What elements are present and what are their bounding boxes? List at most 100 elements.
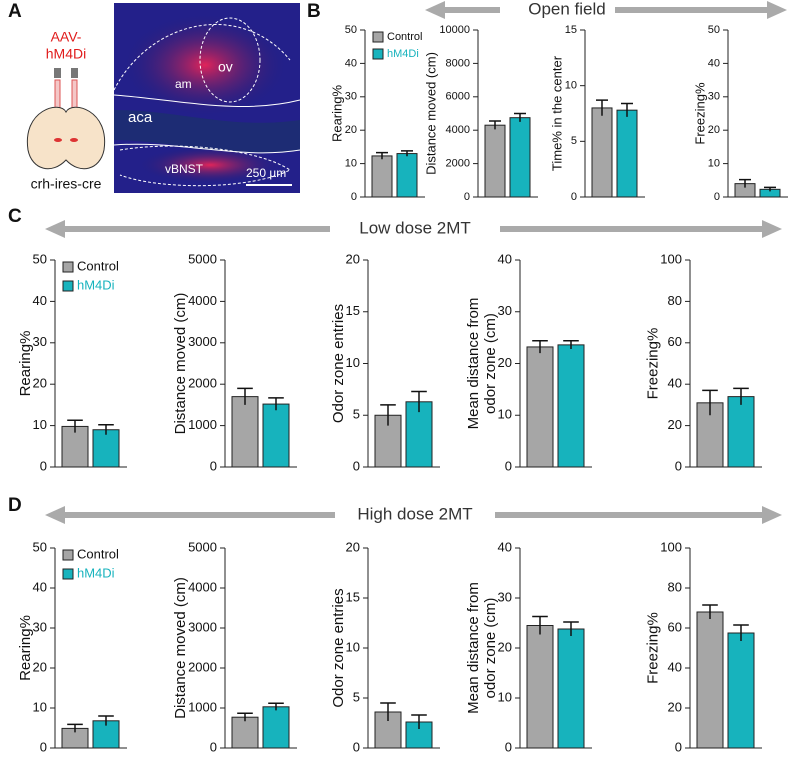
histology-image: [113, 3, 301, 193]
error-bar: [401, 150, 413, 157]
y-tick-label: 5000: [188, 539, 217, 554]
panel-a: A AAV- hM4Di crh-ires-cre am ov aca vBNS…: [8, 1, 301, 193]
y-tick-label: 20: [346, 539, 360, 554]
y-axis-label: Freezing%: [693, 82, 708, 145]
y-tick-label: 20: [668, 417, 682, 432]
y-tick-label: 4000: [446, 124, 470, 136]
y-tick-label: 6000: [446, 91, 470, 103]
y-tick-label: 20: [346, 251, 360, 266]
bar: [727, 632, 755, 749]
bar: [405, 401, 433, 468]
y-tick-label: 4000: [188, 293, 217, 308]
y-tick-label: 10: [708, 158, 720, 170]
y-tick-label: 80: [668, 579, 682, 594]
y-tick-label: 10: [498, 407, 512, 422]
error-bar: [411, 714, 427, 729]
y-tick-label: 0: [675, 458, 682, 473]
bar: [616, 109, 638, 198]
legend-swatch: [372, 31, 384, 43]
y-tick-label: 30: [498, 589, 512, 604]
y-axis-label: Freezing%: [644, 612, 661, 684]
y-tick-label: 20: [33, 376, 47, 391]
virus-label: hM4Di: [46, 46, 86, 62]
y-tick-label: 40: [345, 57, 357, 69]
y-axis-label: Distance moved (cm): [172, 293, 189, 435]
y-tick-label: 40: [33, 293, 47, 308]
y-tick-label: 20: [345, 124, 357, 136]
error-bar: [67, 723, 83, 733]
y-tick-label: 3000: [188, 334, 217, 349]
legend-label: hM4Di: [77, 565, 115, 580]
y-axis-label: Rearing%: [17, 615, 34, 681]
bar: [591, 107, 613, 198]
bar: [231, 396, 259, 468]
y-tick-label: 10: [33, 699, 47, 714]
bar: [61, 425, 89, 468]
bar: [262, 403, 290, 468]
y-tick-label: 20: [498, 639, 512, 654]
error-bar: [411, 390, 427, 413]
bar: [484, 124, 506, 198]
y-tick-label: 8000: [446, 57, 470, 69]
y-axis-label: Odor zone entries: [330, 588, 347, 707]
y-tick-label: 15: [346, 589, 360, 604]
y-tick-label: 10000: [439, 24, 470, 36]
error-bar: [532, 339, 548, 354]
y-tick-label: 0: [351, 191, 357, 203]
y-tick-label: 0: [40, 739, 47, 754]
y-tick-label: 40: [498, 539, 512, 554]
mouse-label: crh-ires-cre: [31, 176, 102, 192]
y-tick-label: 40: [498, 251, 512, 266]
y-tick-label: 0: [464, 191, 470, 203]
panel-label: D: [8, 495, 22, 516]
legend-swatch: [62, 549, 74, 561]
region-label: vBNST: [165, 162, 204, 176]
legend-swatch: [62, 280, 74, 292]
y-axis-label: Mean distance from: [465, 582, 482, 714]
y-tick-label: 0: [675, 739, 682, 754]
y-axis-label: Freezing%: [644, 328, 661, 400]
bar: [696, 611, 724, 749]
injector-icon: [26, 68, 106, 170]
bar: [396, 153, 418, 198]
y-tick-label: 10: [565, 80, 577, 92]
y-tick-label: 0: [210, 458, 217, 473]
y-tick-label: 10: [33, 417, 47, 432]
error-bar: [733, 624, 749, 641]
y-tick-label: 10: [346, 639, 360, 654]
y-tick-label: 100: [660, 251, 682, 266]
y-tick-label: 50: [345, 24, 357, 36]
error-bar: [563, 621, 579, 636]
y-tick-label: 100: [660, 539, 682, 554]
y-tick-label: 5: [353, 407, 360, 422]
y-tick-label: 5: [353, 689, 360, 704]
y-tick-label: 50: [33, 251, 47, 266]
y-tick-label: 15: [346, 303, 360, 318]
y-axis-label: Rearing%: [330, 85, 345, 143]
legend-label: Control: [77, 258, 119, 273]
y-axis-label: Odor zone entries: [330, 304, 347, 423]
bar: [262, 706, 290, 749]
error-bar: [489, 120, 501, 130]
y-tick-label: 40: [668, 376, 682, 391]
y-tick-label: 30: [498, 303, 512, 318]
error-bar: [621, 102, 633, 117]
y-tick-label: 1000: [188, 417, 217, 432]
section-title: Open field: [528, 0, 606, 18]
bar: [509, 117, 531, 198]
y-tick-label: 0: [714, 191, 720, 203]
bar: [371, 155, 393, 198]
virus-label: AAV-: [51, 29, 82, 45]
y-tick-label: 0: [505, 458, 512, 473]
y-tick-label: 60: [668, 334, 682, 349]
y-tick-label: 0: [505, 739, 512, 754]
error-bar: [702, 389, 718, 416]
y-tick-label: 15: [565, 24, 577, 36]
error-bar: [739, 178, 751, 188]
panel-label: B: [307, 1, 321, 22]
y-tick-label: 0: [353, 458, 360, 473]
y-tick-label: 0: [353, 739, 360, 754]
y-axis-label: Rearing%: [17, 331, 34, 397]
legend-label: hM4Di: [77, 277, 115, 292]
